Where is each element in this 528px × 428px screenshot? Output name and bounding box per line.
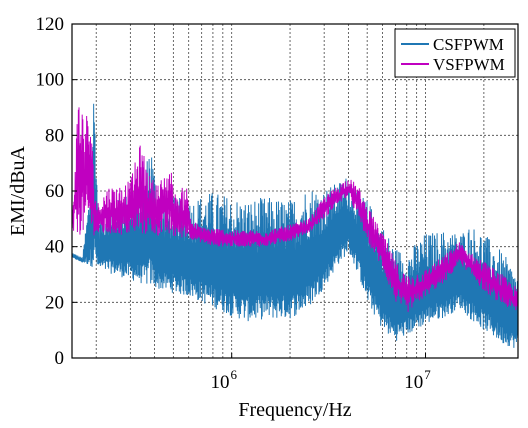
x-tick-label: 106 <box>210 367 237 393</box>
legend-label-csfpwm: CSFPWM <box>433 35 504 54</box>
y-tick-label: 20 <box>45 292 64 313</box>
x-axis-label: Frequency/Hz <box>238 399 351 421</box>
legend: CSFPWM VSFPWM <box>394 28 516 78</box>
series-line-csfpwm <box>71 103 519 348</box>
y-axis-label: EMI/dBuA <box>7 145 29 236</box>
y-tick-label: 120 <box>36 14 65 35</box>
legend-label-vsfpwm: VSFPWM <box>433 55 505 74</box>
series-layer <box>71 103 519 348</box>
y-tick-label: 0 <box>55 348 65 369</box>
series-line-vsfpwm <box>71 107 519 312</box>
y-tick-label: 80 <box>45 125 64 146</box>
y-tick-label: 40 <box>45 237 64 258</box>
y-tick-label: 60 <box>45 181 64 202</box>
legend-box <box>394 28 516 78</box>
y-tick-label: 100 <box>36 70 65 91</box>
x-tick-label: 107 <box>404 367 431 393</box>
